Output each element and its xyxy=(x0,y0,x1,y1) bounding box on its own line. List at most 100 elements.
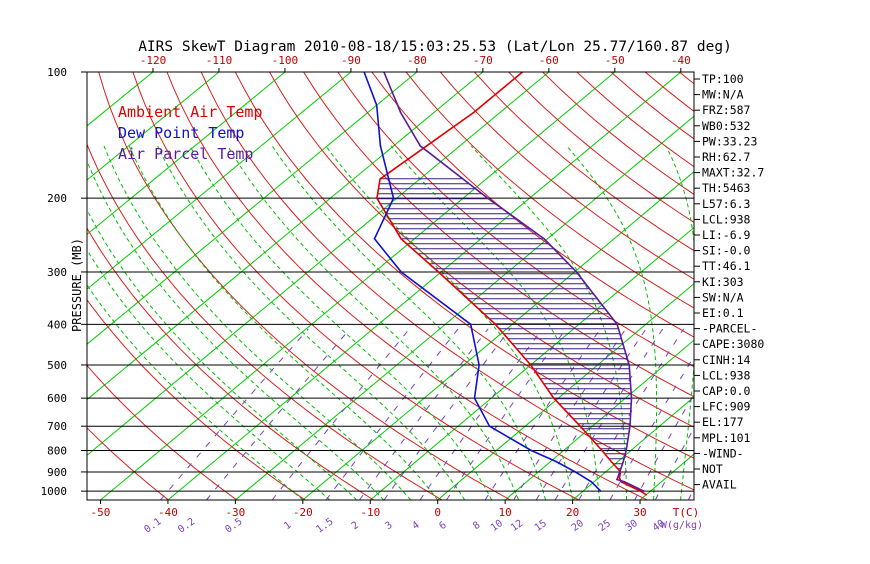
legend-entry: Ambient Air Temp xyxy=(118,103,263,121)
series-point xyxy=(628,364,630,366)
y-tick-label: 700 xyxy=(47,420,67,433)
stats-item: -WIND- xyxy=(702,446,744,460)
series-point xyxy=(610,461,612,463)
x-tick-label-bottom: -10 xyxy=(360,506,380,519)
stats-item: LCL:938 xyxy=(702,212,751,226)
stats-item: LCL:938 xyxy=(702,368,751,382)
stats-item: MAXT:32.7 xyxy=(702,166,764,180)
series-point xyxy=(487,197,489,199)
legend: Ambient Air Temp Dew Point Temp Air Parcel… xyxy=(118,103,263,163)
series-point xyxy=(419,145,421,147)
y-tick-label: 1000 xyxy=(41,485,68,498)
x-tick-label-top: -80 xyxy=(407,54,427,67)
series-point xyxy=(619,471,621,473)
y-axis-label: PRESSURE (MB) xyxy=(70,238,84,332)
x-tick-label-top: -120 xyxy=(140,54,167,67)
x-tick-label-bottom: -40 xyxy=(158,506,178,519)
stats-item: EL:177 xyxy=(702,415,744,429)
series-point xyxy=(478,364,480,366)
legend-entry: Dew Point Temp xyxy=(118,124,244,142)
stats-item: CAPE:3080 xyxy=(702,337,764,351)
series-point xyxy=(393,197,395,199)
legend-entry: Air Parcel Temp xyxy=(118,145,253,163)
x-axis-label: T(C) xyxy=(673,506,700,519)
series-point xyxy=(645,494,647,496)
y-tick-label: 300 xyxy=(47,266,67,279)
stats-item: TP:100 xyxy=(702,72,744,86)
stats-item: MPL:101 xyxy=(702,431,751,445)
x-tick-label-bottom: 20 xyxy=(566,506,579,519)
series-point xyxy=(376,197,378,199)
stats-item: LI:-6.9 xyxy=(702,228,751,242)
stats-item: KI:303 xyxy=(702,275,744,289)
stats-item: AVAIL xyxy=(702,478,737,492)
stats-item: TH:5463 xyxy=(702,181,751,195)
x-tick-label-top: -90 xyxy=(341,54,361,67)
series-point xyxy=(555,461,557,463)
mixing-ratio-axis-label: W(g/kg) xyxy=(661,520,703,531)
series-point xyxy=(495,324,497,326)
series-point xyxy=(400,238,402,240)
series-point xyxy=(601,450,603,452)
series-point xyxy=(530,364,532,366)
series-point xyxy=(616,324,618,326)
series-point xyxy=(575,471,577,473)
series-point xyxy=(470,324,472,326)
y-tick-label: 400 xyxy=(47,318,67,331)
series-point xyxy=(579,425,581,427)
stats-item: FRZ:587 xyxy=(702,103,751,117)
x-tick-label-top: -40 xyxy=(671,54,691,67)
x-tick-label-top: -110 xyxy=(206,54,233,67)
series-point xyxy=(553,397,555,399)
series-point xyxy=(625,450,627,452)
stats-item: -PARCEL- xyxy=(702,322,757,336)
series-point xyxy=(374,238,376,240)
y-tick-label: 800 xyxy=(47,445,67,458)
y-tick-label: 500 xyxy=(47,359,67,372)
series-point xyxy=(379,178,381,180)
x-tick-label-bottom: -50 xyxy=(91,506,111,519)
series-point xyxy=(624,481,626,483)
series-point xyxy=(376,104,378,106)
stats-item: L57:6.3 xyxy=(702,197,751,211)
series-point xyxy=(600,490,602,492)
stats-item: WB0:532 xyxy=(702,119,750,133)
x-tick-label-bottom: 30 xyxy=(633,506,646,519)
series-point xyxy=(400,271,402,273)
chart-title: AIRS SkewT Diagram 2010-08-18/15:03:25.5… xyxy=(138,39,732,55)
series-point xyxy=(380,145,382,147)
stats-item: SI:-0.0 xyxy=(702,244,751,258)
y-tick-label: 100 xyxy=(47,66,67,79)
x-tick-label-bottom: -20 xyxy=(293,506,313,519)
y-tick-label: 900 xyxy=(47,466,67,479)
series-point xyxy=(591,481,593,483)
x-tick-label-top: -70 xyxy=(473,54,493,67)
y-tick-label: 600 xyxy=(47,392,67,405)
x-tick-label-top: -100 xyxy=(272,54,299,67)
x-tick-label-bottom: 10 xyxy=(499,506,512,519)
series-point xyxy=(622,461,624,463)
series-point xyxy=(400,112,402,114)
x-tick-label-top: -60 xyxy=(539,54,559,67)
stats-item: LFC:909 xyxy=(702,400,751,414)
series-point xyxy=(543,238,545,240)
stats-item: PW:33.23 xyxy=(702,134,757,148)
stats-item: NOT xyxy=(702,462,723,476)
series-point xyxy=(631,397,633,399)
stats-item: TT:46.1 xyxy=(702,259,751,273)
series-point xyxy=(474,397,476,399)
series-point xyxy=(629,425,631,427)
stats-item: EI:0.1 xyxy=(702,306,744,320)
series-point xyxy=(438,271,440,273)
stats-item: RH:62.7 xyxy=(702,150,751,164)
x-tick-label-top: -50 xyxy=(605,54,625,67)
stats-item: CINH:14 xyxy=(702,353,751,367)
series-point xyxy=(473,112,475,114)
stats-item: SW:N/A xyxy=(702,290,744,304)
series-point xyxy=(531,450,533,452)
series-point xyxy=(643,490,645,492)
series-point xyxy=(616,479,618,481)
x-tick-label-bottom: 0 xyxy=(434,506,441,519)
series-point xyxy=(619,477,621,479)
